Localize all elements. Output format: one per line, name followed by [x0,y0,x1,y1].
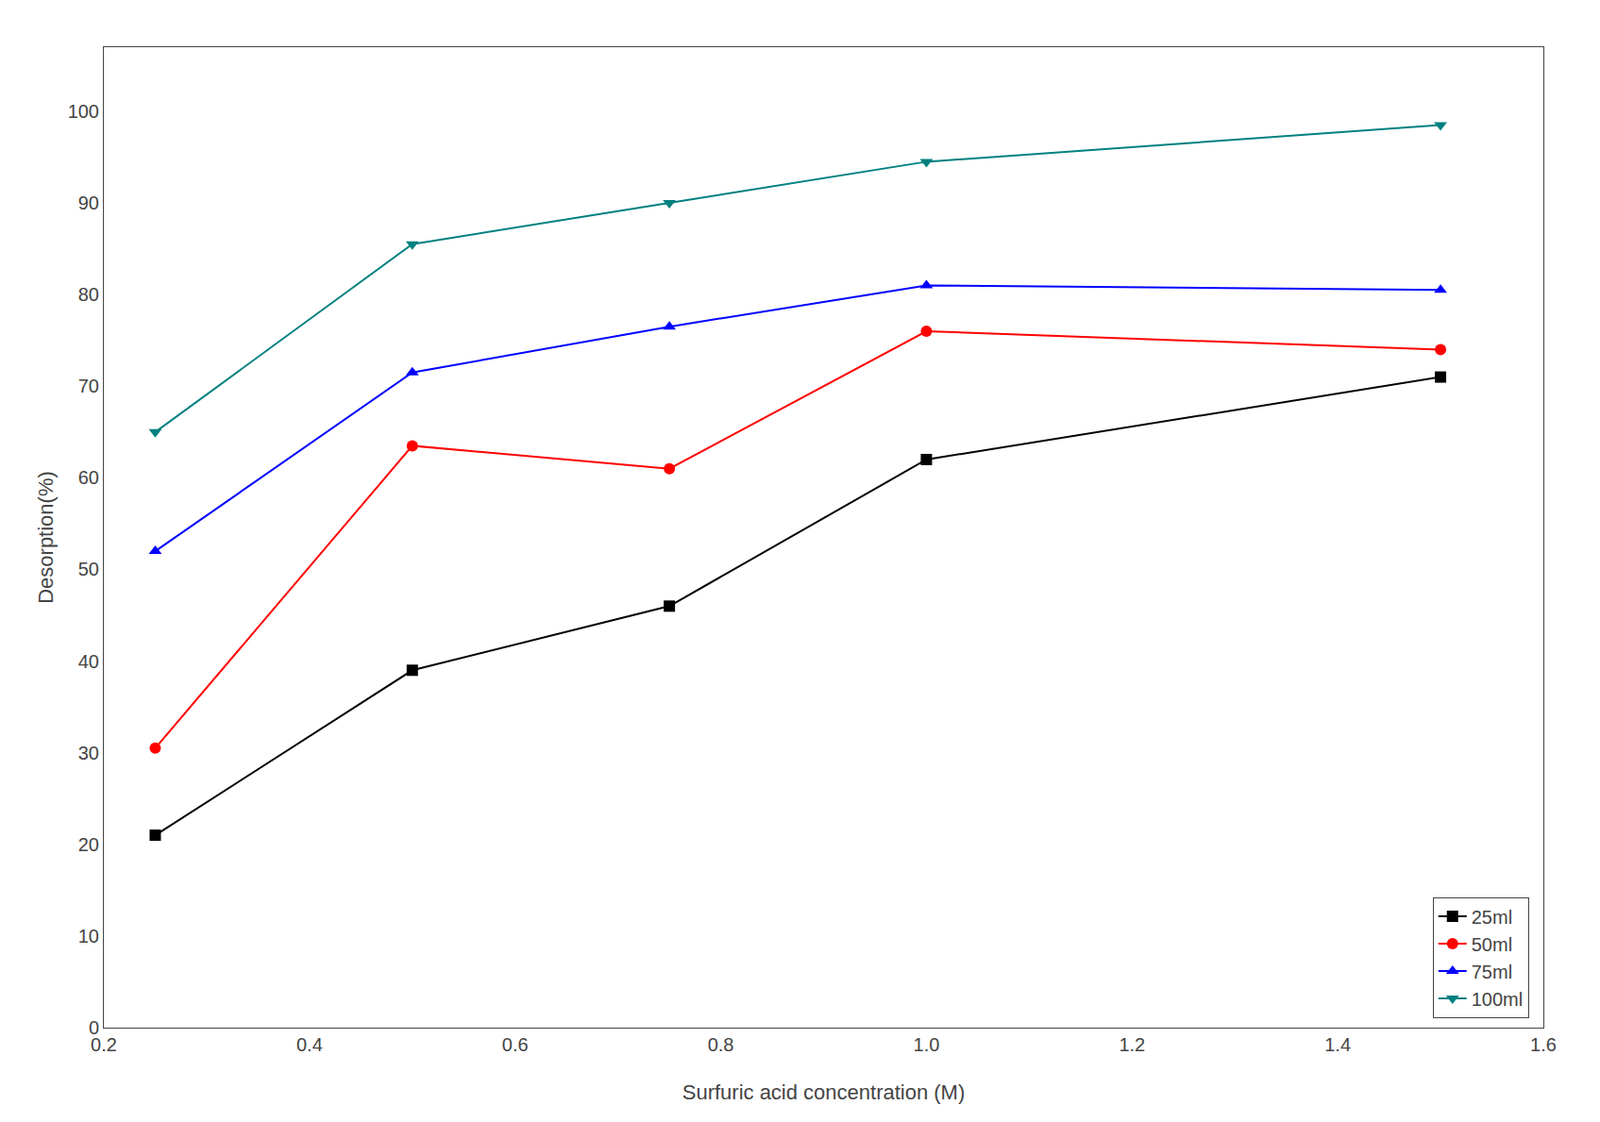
svg-text:60: 60 [78,467,100,489]
svg-text:80: 80 [78,284,100,305]
svg-text:0.8: 0.8 [707,1034,735,1056]
svg-text:30: 30 [78,742,100,764]
svg-text:50: 50 [78,558,100,580]
svg-text:1.0: 1.0 [913,1034,941,1056]
svg-text:90: 90 [78,192,100,214]
svg-text:70: 70 [78,375,100,397]
svg-text:1.6: 1.6 [1530,1034,1557,1056]
svg-text:40: 40 [78,651,100,673]
svg-text:75ml: 75ml [1471,961,1513,983]
svg-text:Surfuric acid concentration (M: Surfuric acid concentration (M) [682,1080,966,1105]
svg-text:100ml: 100ml [1471,989,1523,1011]
svg-text:25ml: 25ml [1471,907,1513,928]
svg-text:1.2: 1.2 [1118,1034,1146,1056]
svg-text:Desorption(%): Desorption(%) [33,471,58,605]
svg-text:10: 10 [78,926,100,947]
svg-text:1.4: 1.4 [1324,1034,1351,1056]
svg-text:100: 100 [67,101,100,122]
svg-text:0.6: 0.6 [502,1034,529,1056]
svg-text:0.4: 0.4 [296,1034,323,1056]
svg-text:0: 0 [88,1017,100,1039]
svg-text:0.2: 0.2 [90,1034,118,1056]
svg-text:20: 20 [78,834,100,856]
svg-text:50ml: 50ml [1471,934,1513,956]
